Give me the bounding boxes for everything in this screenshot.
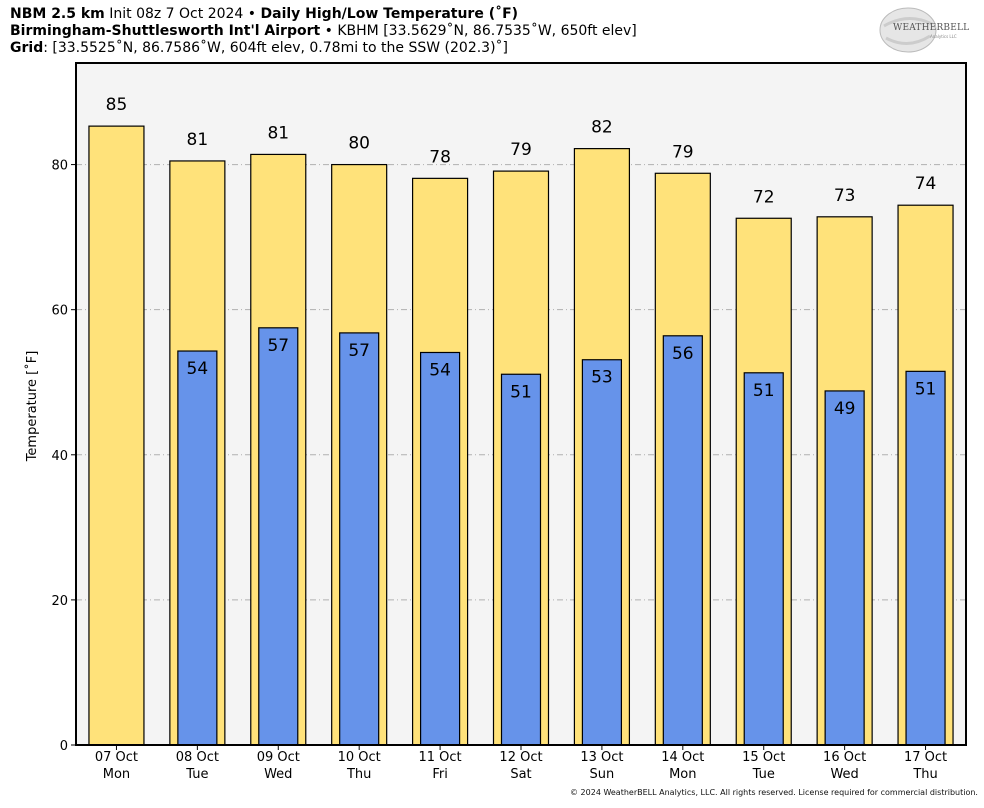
- y-tick-label: 0: [60, 739, 68, 754]
- low-temp-bar: [258, 327, 299, 746]
- high-temp-label: 81: [267, 123, 289, 143]
- x-tick-label-day: Mon: [103, 767, 130, 782]
- model-name: NBM 2.5 km: [10, 6, 105, 22]
- x-tick-label-date: 14 Oct: [661, 750, 704, 765]
- x-tick-label-day: Wed: [830, 767, 858, 782]
- y-tick-label: 40: [51, 449, 68, 464]
- y-tick-label: 80: [51, 159, 68, 174]
- high-temp-bar: [88, 125, 145, 746]
- y-tick-label: 20: [51, 594, 68, 609]
- x-tick-label-day: Thu: [346, 767, 371, 782]
- x-tick-label-date: 16 Oct: [823, 750, 866, 765]
- low-temp-bar: [177, 350, 218, 746]
- low-temp-label: 51: [915, 379, 937, 399]
- high-temp-label: 73: [834, 186, 856, 206]
- high-temp-label: 79: [510, 140, 532, 160]
- x-tick-label-date: 17 Oct: [904, 750, 947, 765]
- x-tick-label-date: 09 Oct: [257, 750, 300, 765]
- high-temp-label: 81: [187, 130, 209, 150]
- low-temp-label: 57: [267, 336, 289, 356]
- low-temp-label: 51: [753, 381, 775, 401]
- plot-frame: [75, 62, 967, 746]
- x-tick-label-date: 10 Oct: [338, 750, 381, 765]
- low-temp-label: 54: [187, 359, 209, 379]
- x-tick-label-day: Wed: [264, 767, 292, 782]
- low-temp-bar: [339, 332, 380, 746]
- high-temp-label: 80: [348, 134, 370, 154]
- x-tick-label-date: 15 Oct: [742, 750, 785, 765]
- x-tick-label-day: Sun: [590, 767, 615, 782]
- high-temp-label: 82: [591, 118, 613, 138]
- product-name: Daily High/Low Temperature (˚F): [260, 6, 519, 22]
- low-temp-label: 53: [591, 368, 613, 388]
- low-temp-bar: [905, 370, 946, 746]
- x-tick-label-date: 08 Oct: [176, 750, 219, 765]
- init-time: Init 08z 7 Oct 2024: [109, 6, 244, 22]
- chart-title-line: NBM 2.5 km Init 08z 7 Oct 2024 • Daily H…: [10, 6, 518, 23]
- logo-text: WEATHERBELL: [893, 23, 970, 33]
- x-tick-label-date: 07 Oct: [95, 750, 138, 765]
- grid-line: Grid: [33.5525˚N, 86.7586˚W, 604ft elev,…: [10, 40, 508, 57]
- x-tick-label-day: Thu: [912, 767, 937, 782]
- high-temp-label: 74: [915, 174, 937, 194]
- copyright-footer: © 2024 WeatherBELL Analytics, LLC. All r…: [570, 788, 978, 797]
- x-tick-label-date: 11 Oct: [419, 750, 462, 765]
- low-temp-label: 49: [834, 399, 856, 419]
- logo-subtext: Analytics LLC: [930, 34, 957, 39]
- y-axis-label: Temperature [˚F]: [24, 351, 40, 463]
- bullet-separator: •: [247, 6, 257, 22]
- high-temp-label: 78: [429, 147, 451, 167]
- low-temp-bar: [743, 372, 784, 746]
- station-info: KBHM [33.5629˚N, 86.7535˚W, 650ft elev]: [337, 23, 637, 39]
- low-temp-label: 56: [672, 344, 694, 364]
- x-tick-label-day: Tue: [752, 767, 775, 782]
- x-tick-label-day: Sat: [510, 767, 531, 782]
- x-tick-label-day: Mon: [669, 767, 696, 782]
- station-line: Birmingham-Shuttlesworth Int'l Airport •…: [10, 23, 637, 40]
- bullet-separator: •: [324, 23, 333, 39]
- x-tick-label-date: 12 Oct: [499, 750, 542, 765]
- low-temp-label: 51: [510, 382, 532, 402]
- low-temp-bar: [824, 390, 865, 746]
- x-tick-label-day: Tue: [185, 767, 208, 782]
- low-temp-bar: [419, 351, 461, 746]
- low-temp-bar: [662, 335, 703, 746]
- high-temp-label: 79: [672, 142, 694, 162]
- value-labels: 85 81 54 81 57 80 57 78 54 79 51 82 53 79 56 72 51 73 49 74…: [106, 95, 937, 419]
- x-tick-label-date: 13 Oct: [580, 750, 623, 765]
- low-temp-bar: [581, 359, 623, 746]
- low-temp-bar: [500, 373, 542, 746]
- grid-label: Grid: [10, 40, 44, 56]
- high-temp-label: 85: [106, 95, 128, 115]
- x-tick-label-day: Fri: [432, 767, 448, 782]
- grid-info: : [33.5525˚N, 86.7586˚W, 604ft elev, 0.7…: [43, 40, 509, 56]
- low-temp-label: 57: [348, 341, 370, 361]
- weatherbell-logo-icon: [879, 7, 937, 53]
- high-temp-label: 72: [753, 187, 775, 207]
- y-tick-label: 60: [51, 304, 68, 319]
- axes: 0 20 40 60 80 07 Oct Mon 08 Oct Tue 09 Oct Wed 10 O…: [51, 159, 947, 782]
- station-name: Birmingham-Shuttlesworth Int'l Airport: [10, 23, 321, 39]
- bars: [88, 125, 954, 746]
- low-temp-label: 54: [429, 360, 451, 380]
